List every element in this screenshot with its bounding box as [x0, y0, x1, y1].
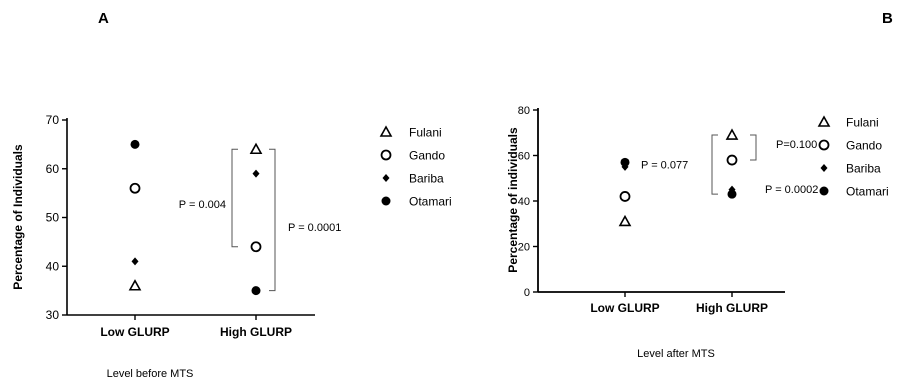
data-point-gando [250, 241, 262, 253]
legend-label-otamari: Otamari [409, 195, 452, 209]
legend-marker-otamari [819, 186, 829, 196]
data-point-gando [726, 154, 738, 166]
legend-marker-fulani [817, 115, 831, 127]
legend-label-bariba: Bariba [846, 162, 881, 176]
legend-marker-gando [818, 139, 830, 151]
x-tick-label: High GLURP [696, 301, 768, 315]
legend-label-fulani: Fulani [846, 116, 879, 130]
x-tick-label: Low GLURP [590, 301, 659, 315]
p-value-label: P = 0.004 [179, 199, 226, 211]
legend-marker-gando [380, 149, 392, 161]
data-point-fulani [128, 279, 142, 291]
data-point-otamari [251, 286, 261, 296]
panel-letter-b: B [882, 10, 893, 27]
p-value-label: P = 0.0001 [288, 222, 341, 234]
y-tick-label: 20 [518, 242, 530, 254]
panel-letter-a: A [98, 10, 109, 27]
x-tick-label: High GLURP [220, 325, 292, 339]
y-axis-title-a: Percentage of Individuals [11, 144, 25, 290]
data-point-gando [129, 182, 141, 194]
data-point-fulani [725, 128, 739, 140]
legend-marker-bariba [382, 174, 390, 182]
p-value-label: P=0.100 [776, 139, 817, 151]
y-tick-label: 50 [46, 211, 60, 225]
significance-bracket [269, 148, 276, 292]
y-tick-label: 60 [46, 162, 60, 176]
data-point-fulani [249, 142, 263, 155]
p-value-label: P = 0.077 [641, 160, 688, 172]
legend-marker-bariba [820, 164, 828, 172]
legend-marker-otamari [381, 196, 391, 206]
x-tick-label: Low GLURP [100, 325, 169, 339]
y-axis-title-b: Percentage of individuals [506, 127, 520, 273]
x-axis-title-a: Level before MTS [107, 368, 194, 380]
data-point-gando [619, 191, 631, 202]
data-point-otamari [130, 139, 140, 149]
x-axis-title-b: Level after MTS [637, 348, 715, 360]
significance-bracket [750, 134, 757, 161]
plot-area-a: 30 40 50 60 70 Low GLURP High GLURP P = 0.004 P … [46, 113, 342, 339]
data-point-fulani [618, 214, 632, 227]
data-point-bariba [252, 169, 260, 178]
data-point-otamari [620, 157, 630, 167]
data-point-otamari [727, 189, 737, 199]
y-tick-label: 40 [518, 196, 530, 208]
plot-area-b: 0 20 40 60 80 Low GLURP High GLURP P = 0.077 P=0… [518, 105, 819, 315]
p-value-label: P = 0.0002 [765, 184, 818, 196]
legend-label-gando: Gando [409, 149, 445, 163]
significance-bracket [711, 134, 718, 195]
legend-label-bariba: Bariba [409, 172, 444, 186]
y-tick-label: 0 [524, 287, 530, 299]
data-point-bariba [131, 257, 139, 266]
y-tick-label: 40 [46, 259, 60, 273]
y-tick-label: 30 [46, 308, 60, 322]
y-tick-label: 60 [518, 151, 530, 163]
legend-label-fulani: Fulani [409, 126, 442, 140]
y-tick-label: 80 [518, 105, 530, 117]
legend-marker-fulani [379, 125, 393, 137]
legend-label-otamari: Otamari [846, 185, 889, 199]
significance-bracket [231, 148, 238, 248]
legend-a: Fulani Gando Bariba Otamari [379, 125, 452, 209]
y-tick-label: 70 [46, 113, 60, 127]
legend-label-gando: Gando [846, 139, 882, 153]
legend-b: Fulani Gando Bariba Otamari [817, 115, 889, 199]
